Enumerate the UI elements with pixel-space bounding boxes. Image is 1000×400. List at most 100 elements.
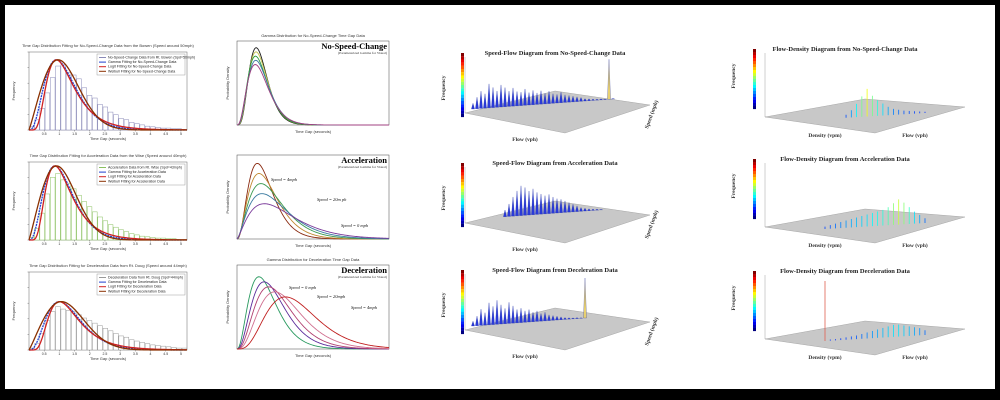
colorbar-segment bbox=[461, 324, 464, 328]
curve-annotation: Speed = 0 mph bbox=[341, 223, 369, 228]
histogram-bar bbox=[86, 95, 93, 131]
curve-annotation: Speed = 0 mph bbox=[289, 285, 317, 290]
colorbar-segment bbox=[753, 64, 756, 68]
frequency-spike bbox=[551, 315, 555, 321]
histogram-bar bbox=[55, 173, 61, 241]
frequency-spike bbox=[511, 87, 515, 107]
histogram-bar bbox=[50, 77, 56, 131]
frequency-spike bbox=[583, 98, 587, 102]
curve-annotation: Speed = 20mph bbox=[317, 294, 346, 299]
colorbar-segment bbox=[753, 73, 756, 77]
colorbar-segment bbox=[461, 88, 464, 92]
colorbar-segment bbox=[753, 325, 756, 329]
frequency-spike bbox=[479, 309, 483, 326]
y-axis-label: Speed (mph) bbox=[643, 99, 660, 130]
colorbar-segment bbox=[461, 305, 464, 309]
histogram-bar bbox=[60, 308, 66, 351]
colorbar-segment bbox=[461, 62, 464, 66]
frequency-spike bbox=[527, 190, 531, 216]
gamma-curve bbox=[236, 203, 390, 240]
colorbar-segment bbox=[461, 72, 464, 76]
gamma-curve bbox=[236, 286, 390, 350]
x-tick-label: 0.5 bbox=[42, 242, 47, 246]
frequency-spike bbox=[579, 207, 583, 212]
histogram-bar bbox=[44, 193, 51, 241]
frequency-spike bbox=[575, 205, 579, 212]
frequency-spike bbox=[507, 203, 511, 217]
colorbar-segment bbox=[753, 82, 756, 86]
y-axis-label: Frequency bbox=[11, 302, 16, 321]
flow-density-title: Flow-Density Diagram from Deceleration D… bbox=[780, 268, 911, 275]
frequency-spike bbox=[559, 316, 563, 320]
frequency-spike bbox=[515, 91, 519, 106]
colorbar-segment bbox=[753, 313, 756, 317]
legend-entry: Gamma Fitting for Deceleration Data bbox=[108, 280, 167, 284]
y-axis-label: Density (vpm) bbox=[808, 354, 841, 361]
colorbar-segment bbox=[461, 78, 464, 82]
x-tick-label: 2 bbox=[89, 132, 91, 136]
frequency-spike bbox=[515, 190, 519, 216]
frequency-spike bbox=[491, 87, 495, 108]
histogram-bar bbox=[71, 74, 77, 131]
x-tick-label: 0.5 bbox=[42, 132, 47, 136]
colorbar-segment bbox=[461, 198, 464, 202]
legend-entry: Gamma Fitting for Acceleration Data bbox=[108, 170, 166, 174]
colorbar-segment bbox=[753, 210, 756, 214]
colorbar-segment bbox=[461, 107, 464, 111]
frequency-spike bbox=[535, 310, 539, 322]
gamma-title: Gamma Distribution for No-Speed-Change T… bbox=[261, 33, 365, 38]
y-axis-label: Frequency bbox=[11, 192, 16, 211]
frequency-spike bbox=[487, 302, 491, 325]
frequency-spike bbox=[579, 97, 583, 102]
colorbar-segment bbox=[753, 162, 756, 166]
colorbar-segment bbox=[461, 330, 464, 335]
colorbar-segment bbox=[461, 81, 464, 86]
frequency-spike bbox=[523, 88, 527, 106]
frequency-spike bbox=[555, 198, 559, 214]
frequency-spike bbox=[499, 304, 503, 325]
speed-flow-title: Speed-Flow Diagram from Acceleration Dat… bbox=[492, 160, 618, 167]
colorbar-segment bbox=[753, 52, 756, 56]
y-axis-label: Speed (mph) bbox=[643, 316, 660, 347]
frequency-spike bbox=[523, 187, 527, 216]
colorbar-segment bbox=[753, 201, 756, 205]
speed-flow-title: Speed-Flow Diagram from Deceleration Dat… bbox=[492, 267, 618, 274]
histogram-bar bbox=[71, 311, 77, 351]
frequency-spike bbox=[475, 316, 479, 326]
legend-entry: No-Speed-Change Data from Rt. Bowen (Spd… bbox=[108, 56, 195, 60]
x-tick-label: 3.5 bbox=[133, 132, 138, 136]
colorbar-segment bbox=[461, 318, 464, 322]
histogram-bar bbox=[129, 339, 135, 351]
frequency-spike bbox=[535, 192, 539, 215]
colorbar-segment bbox=[753, 195, 756, 199]
frequency-spike bbox=[543, 195, 547, 214]
colorbar-segment bbox=[753, 271, 756, 275]
colorbar-segment bbox=[461, 56, 464, 60]
colorbar-segment bbox=[461, 217, 464, 221]
frequency-spike bbox=[543, 312, 547, 321]
colorbar-segment bbox=[753, 213, 756, 217]
colorbar-segment bbox=[753, 76, 756, 80]
colorbar-segment bbox=[753, 283, 756, 287]
colorbar-segment bbox=[461, 104, 464, 108]
histogram-bar bbox=[34, 119, 40, 131]
speed-flow-title: Speed-Flow Diagram from No-Speed-Change … bbox=[485, 50, 626, 57]
frequency-spike bbox=[507, 302, 511, 324]
colorbar-segment bbox=[753, 216, 756, 220]
panel-subheading: (Parameterized Gamma for Visual) bbox=[338, 275, 388, 279]
speed-flow-panel-3: Speed-Flow Diagram from Deceleration Dat… bbox=[441, 267, 660, 360]
frequency-spike bbox=[555, 94, 559, 104]
colorbar-segment bbox=[461, 169, 464, 173]
frequency-spike bbox=[503, 308, 507, 324]
frequency-spike bbox=[539, 193, 543, 215]
colorbar-segment bbox=[461, 321, 464, 325]
x-tick-label: 1.5 bbox=[72, 352, 77, 356]
weibull-fit-curve bbox=[28, 300, 187, 351]
x-axis-label: Time Gap (seconds) bbox=[295, 243, 332, 248]
x-tick-label: 2 bbox=[89, 352, 91, 356]
x-tick-label: 3 bbox=[119, 352, 121, 356]
y-axis-label: Density (vpm) bbox=[808, 132, 841, 139]
colorbar-segment bbox=[461, 276, 464, 280]
frequency-spike bbox=[563, 317, 567, 320]
colorbar-segment bbox=[753, 204, 756, 208]
